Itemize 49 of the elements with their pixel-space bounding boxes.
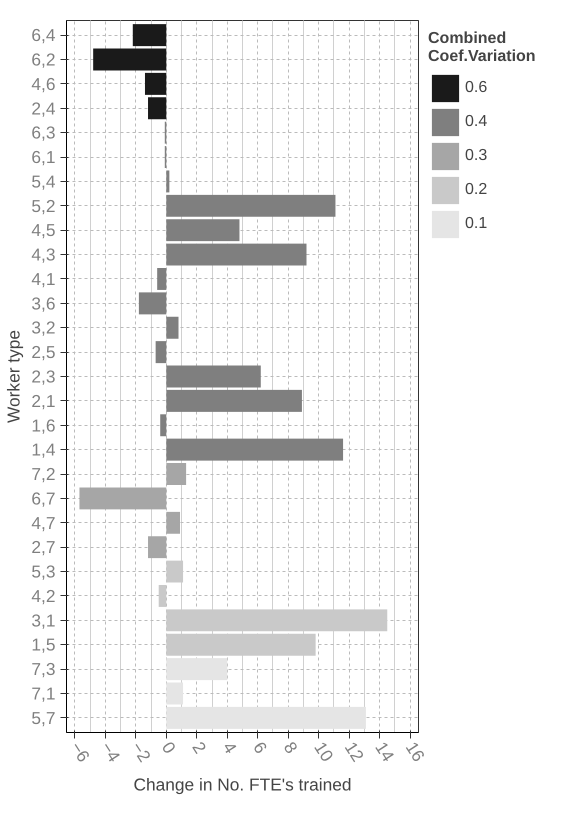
y-tick-label: 2,1: [31, 390, 56, 411]
x-tick-label: 4: [218, 738, 242, 758]
y-tick-label: 6,2: [31, 50, 56, 70]
y-tick-label: 6,4: [31, 25, 56, 46]
x-tick-label: 0: [158, 738, 180, 758]
x-tick-label: −4: [96, 738, 125, 766]
y-tick-label: 3,2: [31, 318, 56, 338]
x-axis-title: Change in No. FTE's trained: [133, 774, 352, 795]
y-tick-label: 1,6: [31, 415, 56, 436]
y-tick-label: 7,1: [31, 683, 56, 704]
legend-label: 0.3: [465, 147, 488, 165]
x-tick-label: 12: [340, 738, 368, 766]
x-tick-label: 6: [249, 738, 272, 758]
y-tick-label: 6,3: [31, 122, 56, 143]
y-tick-label: 4,7: [31, 512, 56, 533]
y-tick-label: 1,4: [31, 440, 56, 460]
legend-title: Combined Coef.Variation: [428, 30, 536, 66]
y-tick-label: 3,1: [31, 610, 56, 630]
y-tick-label: 6,1: [31, 147, 56, 168]
x-tick-label: −2: [127, 738, 155, 766]
y-tick-label: 6,7: [31, 488, 56, 508]
x-tick-label: 16: [402, 738, 429, 766]
x-tick-label: −6: [66, 738, 94, 766]
y-tick-label: 2,4: [31, 98, 56, 118]
y-tick-label: 1,5: [31, 634, 56, 655]
y-tick-label: 7,3: [31, 659, 56, 680]
y-tick-label: 2,5: [31, 342, 56, 362]
y-tick-label: 4,3: [31, 244, 56, 265]
y-tick-label: 5,3: [31, 562, 56, 582]
legend-label: 0.2: [465, 181, 488, 199]
legend-label: 0.6: [465, 79, 488, 97]
legend-label: 0.1: [465, 215, 488, 233]
y-tick-label: 4,5: [31, 220, 56, 240]
x-tick-label: 14: [371, 738, 399, 766]
x-tick-label: 10: [310, 738, 338, 766]
x-tick-label: 8: [280, 738, 302, 758]
x-tick-label: 2: [188, 738, 210, 758]
y-tick-label: 2,7: [31, 537, 56, 558]
y-tick-label: 3,6: [31, 293, 56, 314]
y-tick-label: 7,2: [31, 464, 56, 484]
legend-label: 0.4: [465, 113, 488, 131]
y-tick-label: 4,2: [31, 586, 56, 606]
y-tick-label: 5,7: [31, 708, 56, 728]
y-axis-title: Worker type: [3, 330, 24, 424]
y-tick-label: 4,1: [31, 268, 56, 289]
y-tick-label: 5,2: [31, 196, 56, 216]
y-tick-label: 2,3: [31, 366, 56, 386]
y-tick-label: 5,4: [31, 171, 56, 192]
y-tick-label: 4,6: [31, 74, 56, 94]
